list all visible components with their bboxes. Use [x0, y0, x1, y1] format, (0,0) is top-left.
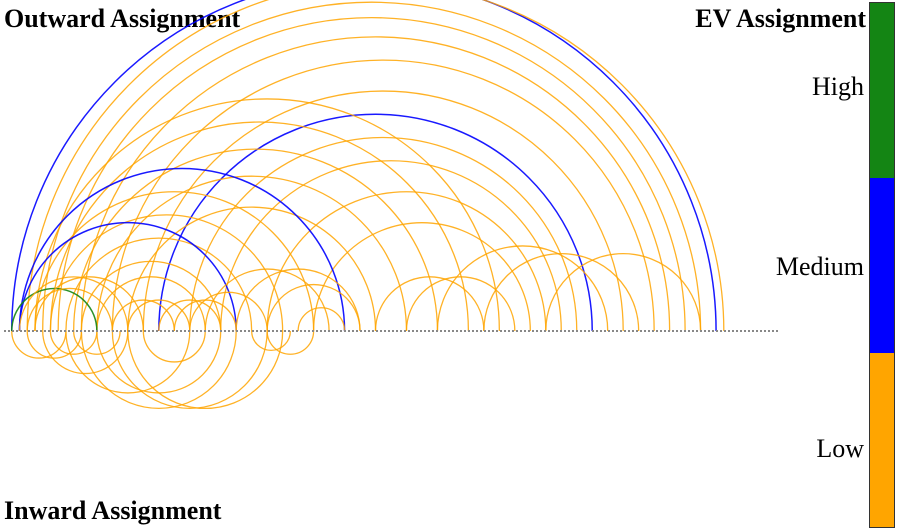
arc-out-low-26 — [26, 287, 114, 332]
arc-out-low-8 — [189, 136, 578, 332]
legend-segment-high — [870, 3, 894, 178]
arc-out-low-29 — [127, 299, 191, 332]
arc-out-low-16 — [127, 206, 377, 332]
arc-in-low-48 — [111, 330, 268, 410]
arc-out-low-31 — [189, 291, 268, 332]
arc-out-low-33 — [235, 268, 361, 332]
arc-in-low-50 — [49, 330, 98, 355]
arc-in-low-42 — [11, 330, 67, 359]
arc-in-low-47 — [96, 330, 222, 394]
arc-out-low-28 — [111, 299, 175, 332]
arc-out-low-38 — [405, 276, 516, 332]
arc-out-low-10 — [266, 191, 547, 332]
arc-in-low-54 — [266, 330, 315, 355]
arc-out-low-39 — [436, 245, 609, 332]
arc-out-low-18 — [34, 191, 315, 332]
arc-out-medium-21 — [18, 221, 237, 332]
arc-out-low-14 — [73, 148, 439, 332]
legend-label-low: Low — [816, 434, 864, 463]
arc-out-low-37 — [374, 276, 485, 332]
arc-out-low-15 — [96, 175, 408, 332]
arc-out-medium-7 — [158, 113, 593, 332]
arc-in-low-52 — [142, 330, 206, 363]
arc-out-low-9 — [220, 160, 562, 332]
ev-legend-bar — [869, 2, 895, 528]
arc-out-low-1 — [26, 0, 725, 332]
arc-out-low-41 — [545, 252, 702, 332]
arc-in-low-43 — [26, 330, 83, 359]
arc-in-low-53 — [251, 330, 292, 351]
arc-in-low-45 — [65, 330, 191, 394]
arc-out-low-34 — [266, 283, 361, 332]
arc-out-medium-0 — [10, 0, 717, 332]
arc-in-low-46 — [80, 330, 237, 410]
arc-diagram — [4, 0, 778, 410]
arc-out-low-5 — [111, 59, 655, 332]
arc-out-medium-17 — [18, 167, 346, 332]
arc-out-high-24 — [10, 287, 98, 332]
arc-out-low-32 — [204, 268, 330, 332]
legend-segment-medium — [870, 178, 894, 353]
arc-out-low-36 — [173, 299, 237, 332]
inward-assignment-title: Inward Assignment — [4, 496, 222, 525]
arc-out-low-3 — [57, 16, 686, 332]
arc-out-low-30 — [158, 299, 222, 332]
arc-group — [10, 0, 725, 410]
arc-in-low-49 — [127, 330, 284, 410]
legend-segment-low — [870, 353, 894, 527]
arc-out-low-23 — [96, 276, 206, 332]
arc-out-low-35 — [297, 307, 346, 332]
arc-out-low-2 — [42, 1, 702, 332]
legend-label-high: High — [812, 72, 864, 101]
arc-out-low-11 — [312, 221, 531, 332]
arc-in-low-44 — [42, 330, 129, 375]
arc-out-low-6 — [142, 90, 624, 332]
arc-in-low-51 — [73, 330, 121, 355]
legend-label-medium: Medium — [775, 252, 864, 281]
ev-assignment-title: EV Assignment — [695, 4, 866, 33]
arc-out-low-4 — [80, 36, 671, 332]
arc-out-low-40 — [483, 252, 640, 332]
